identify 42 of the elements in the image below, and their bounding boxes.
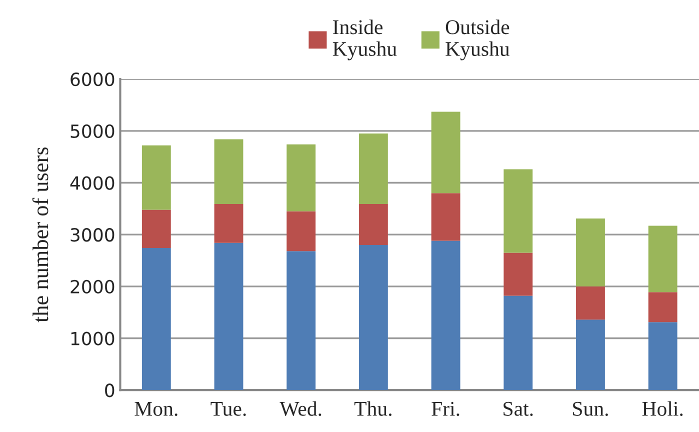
x-tick-label: Sun. <box>573 402 608 416</box>
bar <box>431 112 460 194</box>
bar <box>504 252 533 296</box>
y-tick-label: 2000 <box>70 280 114 294</box>
y-axis-title: the number of users <box>32 147 48 322</box>
bar <box>431 193 460 241</box>
bar <box>576 320 605 390</box>
bar <box>142 210 171 248</box>
legend-label: Inside Kyushu <box>332 20 397 60</box>
x-tick-label: Thu. <box>354 401 392 416</box>
bar <box>576 286 605 320</box>
bar <box>286 144 316 212</box>
bar <box>214 204 244 243</box>
bar <box>648 322 678 390</box>
bar <box>648 292 678 322</box>
bar <box>648 226 678 292</box>
bar <box>142 248 171 390</box>
bar <box>214 242 244 390</box>
bar <box>358 244 388 390</box>
bar <box>358 133 388 204</box>
bar <box>358 204 388 245</box>
bar <box>431 240 460 390</box>
y-tick-label: 5000 <box>70 124 114 138</box>
y-tick-label: 6000 <box>70 72 114 86</box>
bar <box>286 251 316 390</box>
bar <box>214 139 244 204</box>
bar <box>576 218 605 286</box>
y-tick-label: 0 <box>105 384 114 398</box>
y-tick-label: 1000 <box>71 332 114 346</box>
bar <box>286 211 316 252</box>
y-tick-label: 3000 <box>70 228 114 242</box>
x-tick-label: Fri. <box>432 402 460 416</box>
legend-label: Outside Kyushu <box>446 20 510 60</box>
x-tick-label: Tue. <box>210 402 246 416</box>
x-tick-label: Mon. <box>134 402 178 416</box>
x-tick-label: Sat. <box>504 402 533 416</box>
bar <box>504 296 533 390</box>
bar <box>504 169 533 253</box>
bar <box>142 145 171 210</box>
x-tick-label: Wed. <box>280 401 322 416</box>
y-tick-label: 4000 <box>70 176 114 190</box>
x-tick-label: Holi. <box>642 401 683 416</box>
